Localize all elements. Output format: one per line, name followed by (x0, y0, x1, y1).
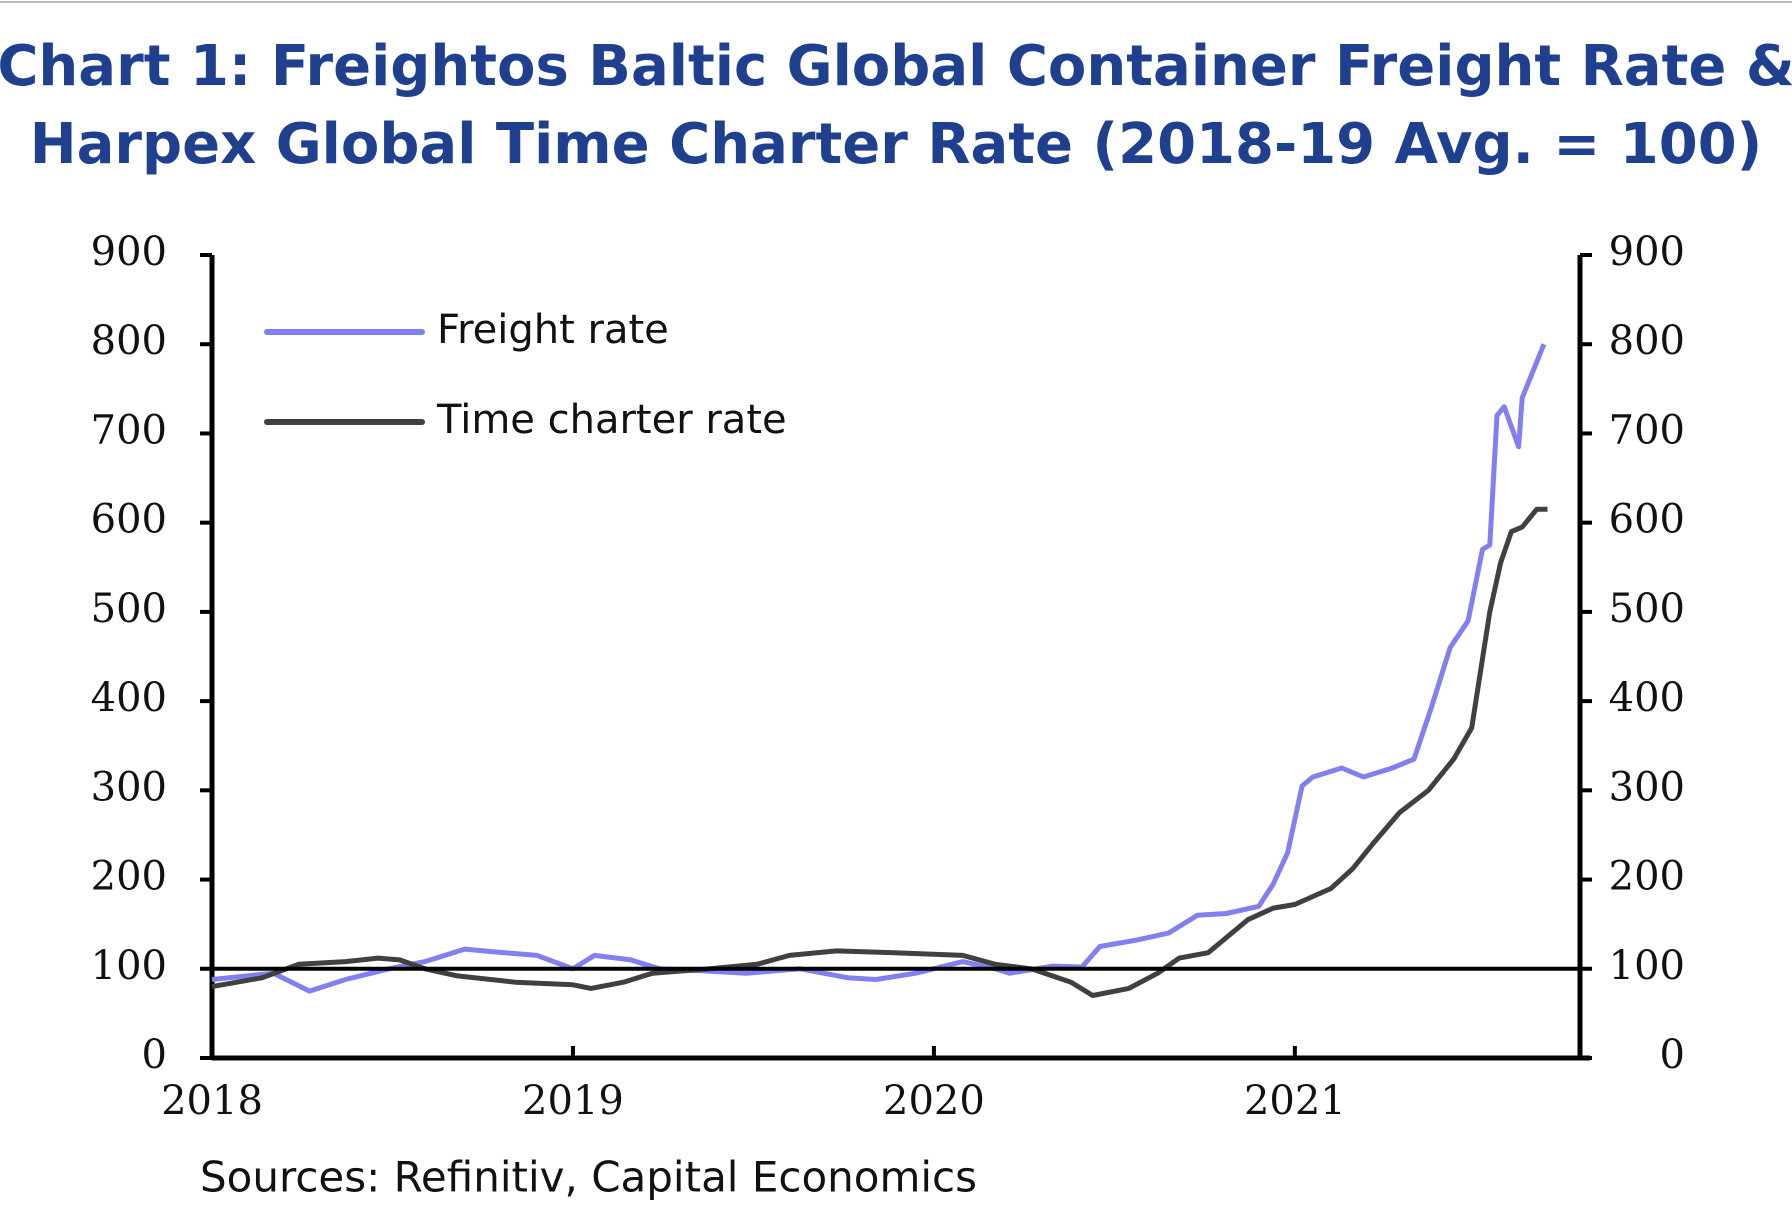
series-line (211, 343, 1547, 994)
x-tick-label: 2018 (161, 1078, 263, 1124)
legend-label: Time charter rate (436, 397, 787, 443)
x-tick-label: 2019 (522, 1078, 624, 1124)
y-tick-label: 500 (91, 586, 167, 632)
chart-title: Chart 1: Freightos Baltic Global Contain… (0, 34, 1792, 99)
chart-subtitle: Harpex Global Time Charter Rate (2018-19… (30, 112, 1763, 177)
y2-tick-label: 900 (1609, 229, 1685, 275)
y-tick-label: 900 (91, 229, 167, 275)
y-tick-label: 700 (91, 407, 167, 453)
y2-tick-label: 700 (1609, 407, 1685, 453)
y-tick-label: 400 (91, 675, 167, 721)
x-tick-label: 2020 (883, 1078, 985, 1124)
y2-tick-label: 200 (1609, 854, 1685, 900)
y-tick-label: 800 (91, 318, 167, 364)
y2-tick-label: 400 (1609, 675, 1685, 721)
y2-tick-label: 0 (1660, 1032, 1685, 1078)
y2-tick-label: 800 (1609, 318, 1685, 364)
y-tick-label: 300 (91, 764, 167, 810)
y2-tick-label: 500 (1609, 586, 1685, 632)
y-tick-label: 200 (91, 854, 167, 900)
y-tick-label: 600 (91, 497, 167, 543)
source: Sources: Refinitiv, Capital Economics (200, 1153, 977, 1202)
series-line (211, 506, 1548, 998)
legend-label: Freight rate (437, 307, 669, 353)
y-tick-label: 0 (142, 1032, 167, 1078)
y2-tick-label: 600 (1609, 497, 1685, 543)
y2-tick-label: 100 (1609, 943, 1685, 989)
x-tick-label: 2021 (1244, 1078, 1346, 1124)
y2-tick-label: 300 (1609, 764, 1685, 810)
y-tick-label: 100 (91, 943, 167, 989)
